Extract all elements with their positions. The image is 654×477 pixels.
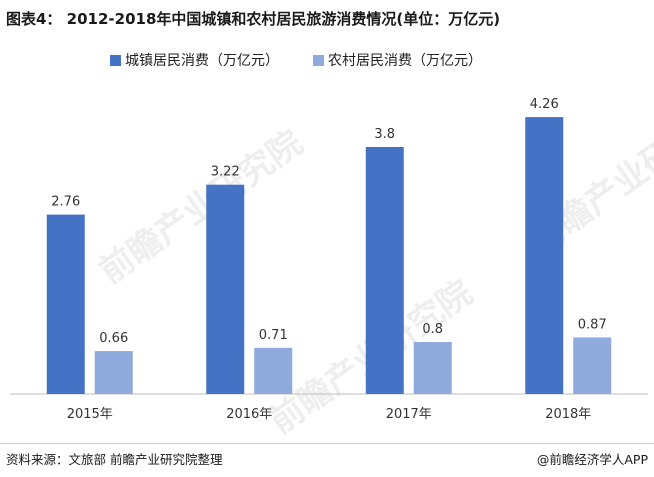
bar-rural-0	[94, 351, 133, 394]
bar-urban-1	[206, 184, 245, 394]
data-label-urban-0: 2.76	[51, 195, 80, 210]
x-tick-label-1: 2016年	[226, 407, 272, 422]
legend-item-rural: 农村居民消费（万亿元）	[313, 50, 482, 70]
bar-chart: 2.76 0.66 2015年 3.22 0.71 2016年 3.8 0.8 2017年 4.2…	[10, 97, 648, 422]
legend-swatch-urban	[110, 54, 121, 66]
legend-label-urban: 城镇居民消费（万亿元）	[125, 53, 279, 69]
x-tick-label-3: 2018年	[545, 407, 591, 422]
bar-rural-2	[413, 342, 452, 394]
source-note: 资料来源：文旅部 前瞻产业研究院整理	[6, 452, 223, 467]
credit-note: @前瞻经济学人APP	[536, 452, 648, 467]
bar-urban-3	[525, 117, 564, 394]
bar-rural-1	[254, 347, 293, 394]
x-tick-label-2: 2017年	[386, 407, 432, 422]
data-label-rural-2: 0.8	[422, 322, 443, 337]
data-label-urban-1: 3.22	[211, 165, 240, 180]
bar-urban-0	[46, 214, 85, 394]
x-tick-label-0: 2015年	[67, 407, 113, 422]
bar-rural-3	[573, 337, 612, 394]
legend: 城镇居民消费（万亿元） 农村居民消费（万亿元）	[110, 50, 482, 70]
data-label-rural-1: 0.71	[259, 328, 288, 343]
data-label-urban-2: 3.8	[374, 127, 395, 142]
chart-title: 图表4： 2012-2018年中国城镇和农村居民旅游消费情况(单位：万亿元)	[6, 10, 501, 28]
legend-item-urban: 城镇居民消费（万亿元）	[110, 50, 279, 70]
bar-urban-2	[365, 147, 404, 394]
data-label-urban-3: 4.26	[530, 97, 559, 112]
footer-divider	[0, 443, 654, 444]
legend-label-rural: 农村居民消费（万亿元）	[328, 53, 482, 69]
data-label-rural-3: 0.87	[578, 317, 607, 332]
legend-swatch-rural	[313, 54, 324, 66]
data-label-rural-0: 0.66	[99, 331, 128, 346]
